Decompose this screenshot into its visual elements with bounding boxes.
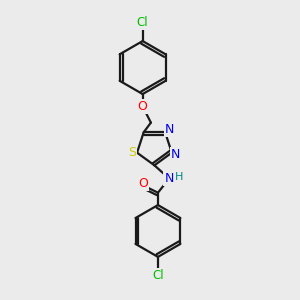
Text: Cl: Cl	[137, 16, 148, 29]
Text: S: S	[128, 146, 136, 159]
Text: N: N	[165, 123, 174, 136]
Text: H: H	[175, 172, 184, 182]
Text: O: O	[138, 100, 148, 113]
Text: N: N	[164, 172, 174, 185]
Text: O: O	[138, 177, 148, 190]
Text: N: N	[171, 148, 181, 161]
Text: Cl: Cl	[152, 268, 164, 282]
